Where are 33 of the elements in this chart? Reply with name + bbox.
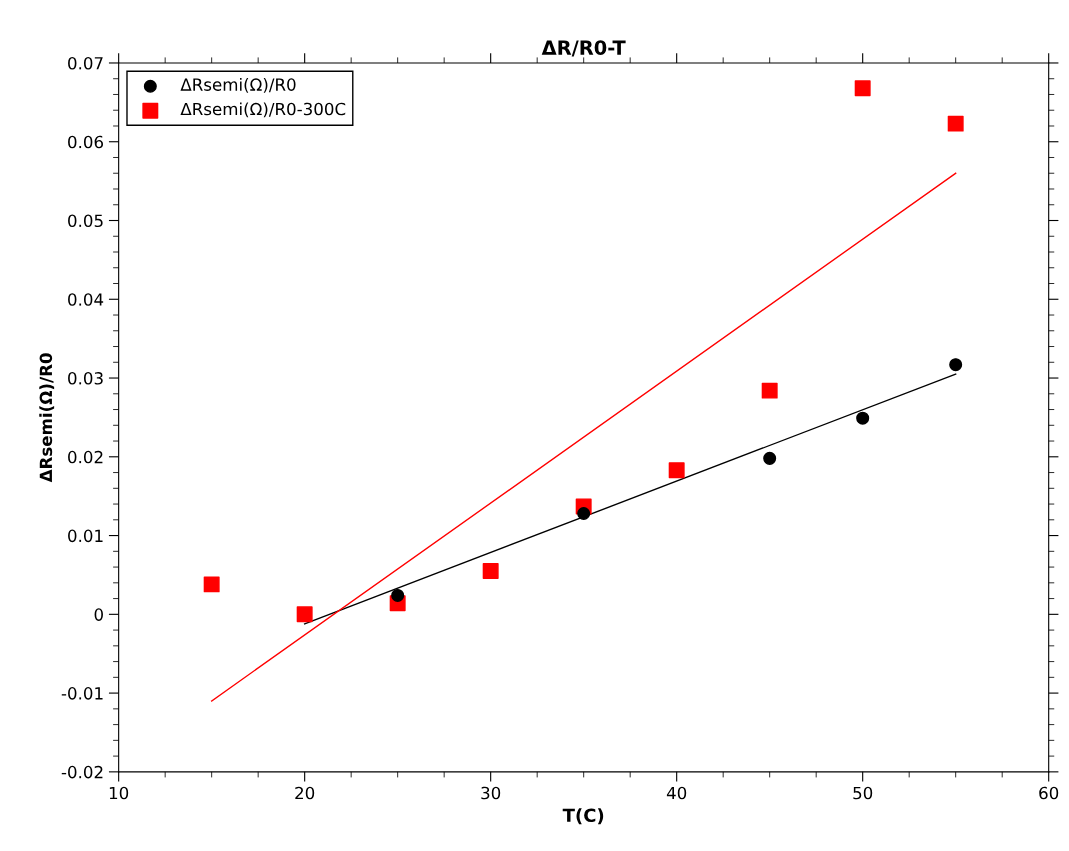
y-tick-label: -0.01 xyxy=(61,687,103,700)
y-tick-label: 0.07 xyxy=(68,56,103,70)
x-tick-label: 50 xyxy=(853,786,873,800)
point xyxy=(668,462,685,479)
x-tick-label: 40 xyxy=(666,786,687,800)
y-tick-label: -0.02 xyxy=(61,765,103,779)
point xyxy=(761,382,778,399)
x-axis-title: T(C) xyxy=(562,808,604,825)
y-tick-label: 0.06 xyxy=(68,135,104,149)
x-tick-label: 60 xyxy=(1039,786,1059,800)
point xyxy=(947,115,964,132)
x-tick-label: 30 xyxy=(481,786,501,800)
point xyxy=(856,411,870,425)
y-tick-label: 0.03 xyxy=(68,372,103,385)
y-tick-label: 0.04 xyxy=(68,293,104,306)
point xyxy=(391,588,405,602)
y-tick-label: 0.05 xyxy=(68,214,103,228)
point xyxy=(482,563,499,579)
point xyxy=(203,576,220,593)
x-tick-label: 20 xyxy=(295,786,315,800)
y-tick-label: 0.02 xyxy=(68,450,103,464)
legend-label: ΔRsemi(Ω)/R0-300C xyxy=(180,102,346,118)
point xyxy=(854,80,871,97)
chart-title: ΔR/R0-T xyxy=(541,40,626,57)
point xyxy=(296,606,313,623)
point xyxy=(949,358,963,372)
x-tick-label: 10 xyxy=(109,786,129,800)
y-tick-label: 0.01 xyxy=(68,529,103,543)
point xyxy=(763,451,777,465)
y-tick-label: 0 xyxy=(94,608,103,621)
y-axis-title: ΔRsemi(Ω)/R0 xyxy=(39,353,55,483)
legend-label: ΔRsemi(Ω)/R0 xyxy=(180,77,296,93)
point xyxy=(577,507,591,521)
